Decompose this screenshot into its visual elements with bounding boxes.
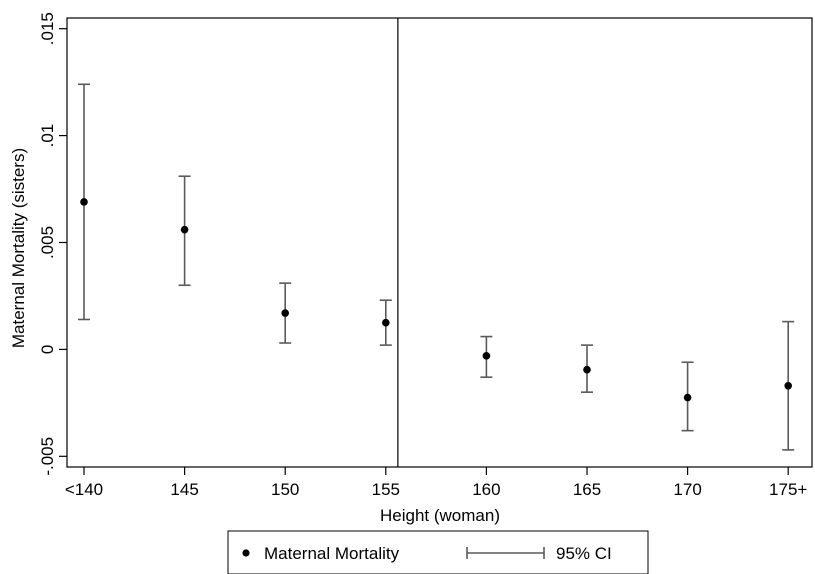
data-point (784, 381, 792, 390)
x-tick-label: 165 (573, 480, 601, 499)
x-tick-label: 150 (271, 480, 299, 499)
plot-frame (66, 17, 813, 468)
x-tick-label: 170 (673, 480, 701, 499)
legend: Maternal Mortality 95% CI (227, 530, 649, 574)
data-point (281, 309, 290, 317)
data-point (382, 318, 390, 327)
x-axis-title: Height (woman) (380, 506, 500, 525)
legend-point-marker (242, 549, 250, 557)
x-tick-label: 160 (472, 480, 500, 499)
data-point (80, 198, 88, 206)
legend-box (227, 530, 649, 574)
data-point (482, 352, 491, 360)
legend-ci-marker (466, 547, 545, 559)
x-tick-label: <140 (65, 480, 103, 499)
data-point (683, 393, 692, 402)
x-tick-label: 155 (372, 480, 400, 499)
y-tick-label: .01 (38, 124, 57, 148)
y-tick-label: 0 (38, 345, 57, 354)
data-point (180, 225, 189, 234)
y-tick-label: .015 (38, 12, 57, 45)
data-point (583, 365, 591, 374)
plot-area-border (66, 17, 813, 468)
legend-label-ci: 95% CI (556, 544, 612, 563)
x-tick-label: 175+ (769, 480, 807, 499)
data-points (80, 198, 792, 402)
legend-label-point: Maternal Mortality (264, 544, 400, 563)
y-tick-label: -.005 (38, 437, 57, 476)
x-axis: <140 145 150 155 160 165 170 175+ (65, 467, 807, 499)
y-tick-label: .005 (38, 226, 57, 259)
x-tick-label: 145 (170, 480, 198, 499)
y-axis: -.005 0 .005 .01 .015 (38, 12, 67, 476)
y-axis-title: Maternal Mortality (sisters) (9, 148, 28, 348)
